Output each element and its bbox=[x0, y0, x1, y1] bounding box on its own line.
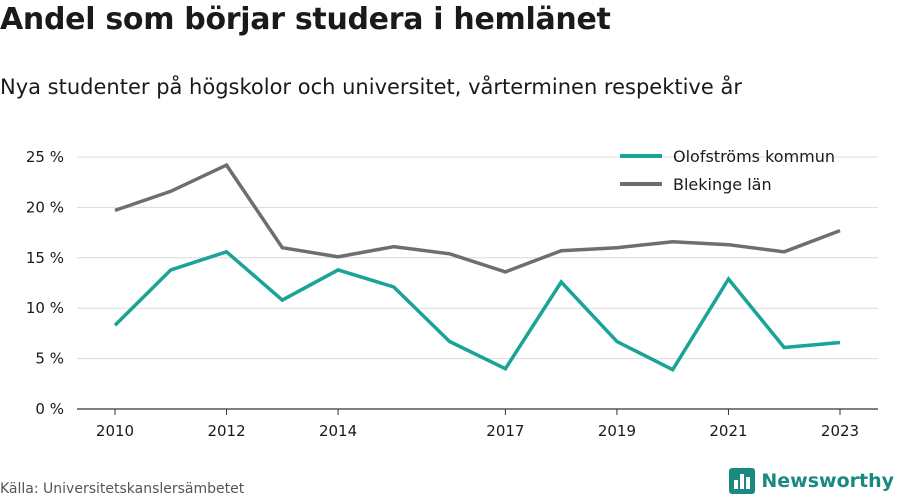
bar-chart-logo-icon bbox=[729, 468, 756, 494]
chart-title: Andel som börjar studera i hemlänet bbox=[0, 2, 611, 37]
y-tick-label: 15 % bbox=[26, 249, 64, 267]
legend-label: Blekinge län bbox=[673, 175, 772, 194]
y-tick-label: 5 % bbox=[35, 350, 64, 368]
source-note: Källa: Universitetskanslersämbetet bbox=[0, 481, 245, 497]
series-line-blekinge-l-n bbox=[114, 162, 841, 274]
brand: Newsworthy bbox=[729, 468, 894, 494]
x-tick-label: 2023 bbox=[821, 422, 859, 440]
x-tick-label: 2012 bbox=[207, 422, 245, 440]
x-tick-label: 2010 bbox=[96, 422, 134, 440]
y-tick-label: 20 % bbox=[26, 198, 64, 216]
chart-subtitle: Nya studenter på högskolor och universit… bbox=[0, 75, 742, 99]
x-tick-label: 2021 bbox=[709, 422, 747, 440]
y-tick-label: 0 % bbox=[35, 400, 64, 418]
x-tick-label: 2019 bbox=[598, 422, 636, 440]
legend-label: Olofströms kommun bbox=[673, 147, 835, 166]
x-tick-label: 2017 bbox=[486, 422, 524, 440]
y-tick-label: 10 % bbox=[26, 299, 64, 317]
brand-name: Newsworthy bbox=[761, 470, 894, 492]
series-line-olofstr-ms-kommun bbox=[113, 249, 841, 372]
y-tick-label: 25 % bbox=[26, 148, 64, 166]
x-tick-label: 2014 bbox=[319, 422, 357, 440]
